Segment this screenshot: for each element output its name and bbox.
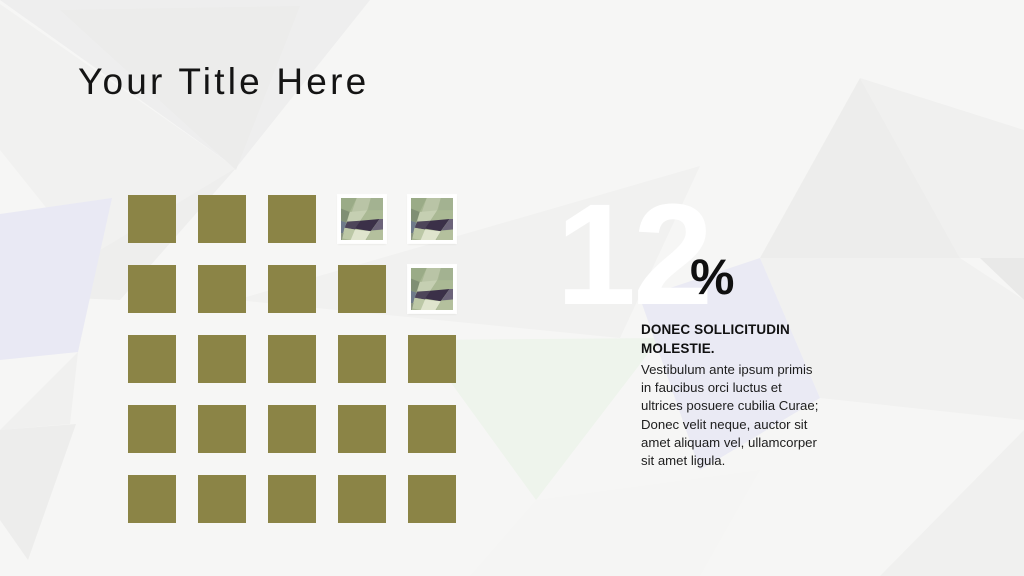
- grid-tile-solid[interactable]: [338, 335, 386, 383]
- decor-triangle-right-up-2: [860, 78, 1024, 258]
- decor-polygon-lavender-right: [640, 258, 820, 470]
- tile-grid: [128, 195, 456, 523]
- decor-triangle-gray-left-lower: [0, 424, 76, 560]
- grid-tile-solid[interactable]: [268, 335, 316, 383]
- decor-triangle-center-mint: [420, 338, 660, 500]
- grid-tile-solid[interactable]: [408, 475, 456, 523]
- grid-tile-solid[interactable]: [338, 405, 386, 453]
- grid-tile-solid[interactable]: [198, 405, 246, 453]
- decor-triangle-right-bottom: [880, 430, 1024, 576]
- decor-triangle-left-bottom: [0, 352, 78, 430]
- lowpoly-image-icon: [341, 198, 383, 240]
- lowpoly-image-icon: [411, 198, 453, 240]
- copy-heading: Donec sollicitudin molestie.: [641, 322, 790, 356]
- grid-tile-solid[interactable]: [198, 195, 246, 243]
- grid-tile-solid[interactable]: [128, 475, 176, 523]
- decor-triangle-header-band: [60, 6, 300, 170]
- decor-triangle-far-right-edge: [980, 258, 1024, 300]
- grid-tile-solid[interactable]: [128, 265, 176, 313]
- decor-triangle-right-up: [760, 78, 960, 258]
- decor-polygon-lavender-left: [0, 198, 112, 360]
- decor-triangle-right-lower: [760, 258, 1024, 420]
- grid-tile-solid[interactable]: [268, 405, 316, 453]
- grid-tile-solid[interactable]: [408, 335, 456, 383]
- grid-tile-photo[interactable]: [408, 265, 456, 313]
- grid-tile-solid[interactable]: [128, 335, 176, 383]
- grid-tile-solid[interactable]: [268, 265, 316, 313]
- copy-block: Donec sollicitudin molestie. Vestibulum …: [641, 320, 821, 470]
- decor-triangle-bottom-center: [470, 470, 760, 576]
- grid-tile-solid[interactable]: [268, 475, 316, 523]
- page-title: Your Title Here: [78, 61, 370, 102]
- grid-tile-solid[interactable]: [198, 335, 246, 383]
- grid-tile-photo[interactable]: [338, 195, 386, 243]
- grid-tile-solid[interactable]: [268, 195, 316, 243]
- grid-tile-solid[interactable]: [338, 265, 386, 313]
- grid-tile-solid[interactable]: [338, 475, 386, 523]
- lowpoly-image-icon: [411, 268, 453, 310]
- grid-tile-solid[interactable]: [128, 405, 176, 453]
- grid-tile-solid[interactable]: [128, 195, 176, 243]
- statistic-unit: %: [690, 249, 735, 305]
- grid-tile-photo[interactable]: [408, 195, 456, 243]
- copy-body: Vestibulum ante ipsum primis in faucibus…: [641, 362, 819, 469]
- grid-tile-solid[interactable]: [198, 265, 246, 313]
- statistic-number: 12: [556, 174, 713, 335]
- grid-tile-solid[interactable]: [408, 405, 456, 453]
- grid-tile-solid[interactable]: [198, 475, 246, 523]
